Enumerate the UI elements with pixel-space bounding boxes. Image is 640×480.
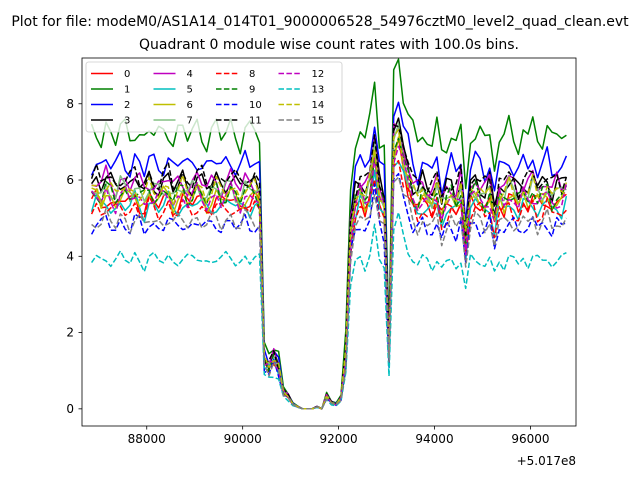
x-tick-label-88000: 88000 bbox=[128, 432, 166, 446]
y-tick-label-2: 2 bbox=[66, 326, 74, 340]
legend-label-12: 12 bbox=[312, 69, 325, 80]
legend-label-11: 11 bbox=[249, 116, 262, 127]
series-line-10 bbox=[90, 172, 567, 410]
legend-label-10: 10 bbox=[249, 100, 262, 111]
y-tick-label-8: 8 bbox=[66, 97, 74, 111]
series-line-13 bbox=[90, 211, 567, 410]
legend-label-1: 1 bbox=[124, 85, 130, 96]
series-line-1 bbox=[90, 58, 567, 410]
legend-label-9: 9 bbox=[249, 85, 255, 96]
legend-box bbox=[85, 61, 343, 133]
series-line-11 bbox=[90, 124, 568, 410]
legend-label-15: 15 bbox=[312, 116, 325, 127]
x-tick-label-90000: 90000 bbox=[224, 432, 262, 446]
legend-label-8: 8 bbox=[249, 69, 255, 80]
legend-label-13: 13 bbox=[312, 85, 325, 96]
legend-label-5: 5 bbox=[187, 85, 193, 96]
series-line-12 bbox=[91, 145, 568, 410]
x-axis-offset-label: +5.017e8 bbox=[517, 454, 576, 468]
chart-title: Quadrant 0 module wise count rates with … bbox=[139, 37, 519, 53]
x-tick-label-96000: 96000 bbox=[511, 432, 549, 446]
legend-label-0: 0 bbox=[124, 69, 130, 80]
legend-label-14: 14 bbox=[312, 100, 325, 111]
legend-label-2: 2 bbox=[124, 100, 130, 111]
figure-suptitle: Plot for file: modeM0/AS1A14_014T01_9000… bbox=[11, 14, 629, 30]
series-line-14 bbox=[91, 128, 567, 410]
legend-label-6: 6 bbox=[187, 100, 193, 111]
series-line-15 bbox=[91, 176, 568, 410]
y-tick-label-6: 6 bbox=[66, 173, 74, 187]
series-layer bbox=[90, 58, 568, 410]
axes-layer: 88000 90000 92000 94000 96000 0 2 4 6 8 +5.017e8 bbox=[66, 57, 577, 468]
x-tick-label-92000: 92000 bbox=[319, 432, 357, 446]
y-tick-label-0: 0 bbox=[66, 402, 74, 416]
legend-label-3: 3 bbox=[124, 116, 130, 127]
x-tick-label-94000: 94000 bbox=[415, 432, 453, 446]
y-tick-label-4: 4 bbox=[66, 249, 74, 263]
plot-frame bbox=[81, 57, 577, 427]
legend-label-4: 4 bbox=[187, 69, 193, 80]
legend-label-7: 7 bbox=[187, 116, 193, 127]
